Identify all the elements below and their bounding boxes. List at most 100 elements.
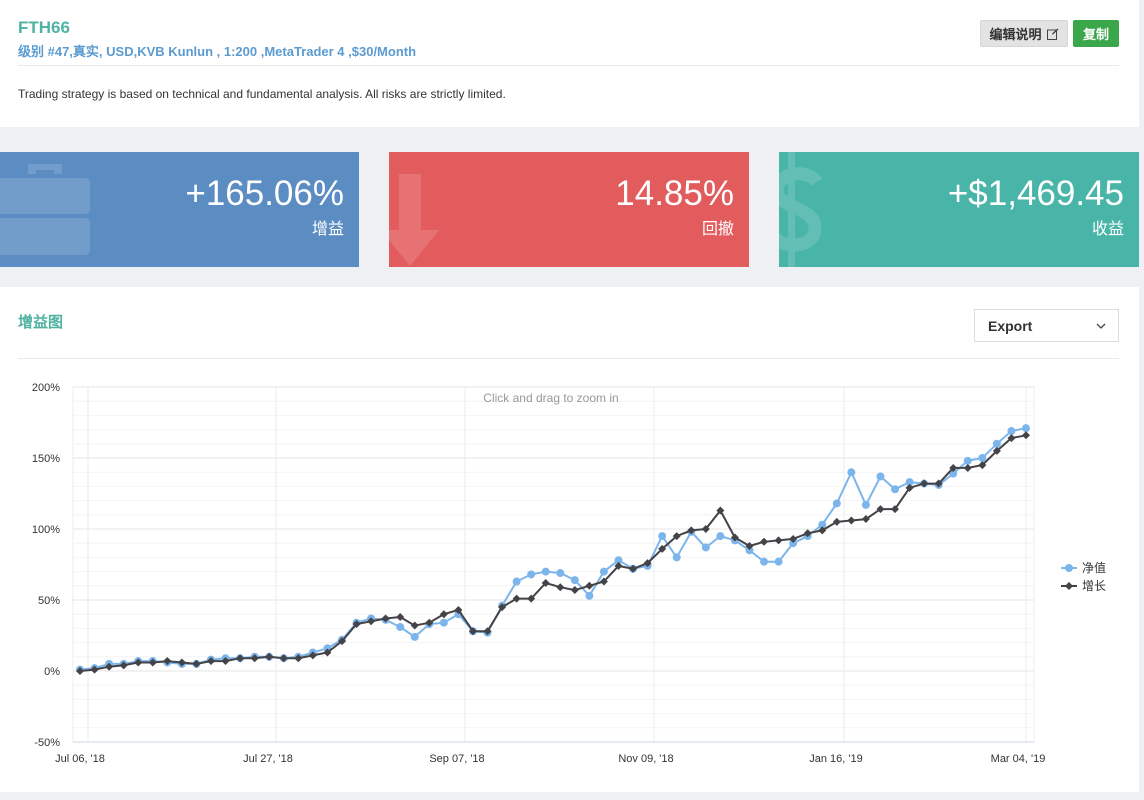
gain-value: +165.06%: [185, 174, 344, 213]
growth-data-point: [1007, 434, 1016, 443]
x-tick-label: Jul 06, '18: [55, 753, 105, 765]
legend-growth-label[interactable]: 增长: [1082, 579, 1106, 593]
growth-data-point: [483, 627, 492, 636]
growth-data-point: [512, 594, 521, 603]
profit-value: +$1,469.45: [947, 174, 1124, 213]
growth-data-point: [643, 559, 652, 568]
equity-data-point: [410, 632, 419, 641]
edit-description-button[interactable]: 编辑说明: [980, 20, 1068, 47]
growth-data-point: [760, 537, 769, 546]
x-tick-label: Mar 04, '19: [991, 753, 1046, 765]
growth-data-point: [236, 654, 245, 663]
plot-area: [72, 386, 1035, 743]
growth-data-point: [425, 618, 434, 627]
equity-data-point: [658, 532, 667, 541]
account-name: FTH66: [18, 18, 70, 37]
growth-data-point: [716, 506, 725, 515]
account-header: FTH66 级别 #47,真实, USD,KVB Kunlun , 1:200 …: [0, 0, 1139, 127]
chart-title: 增益图: [18, 314, 64, 331]
y-tick-label: 50%: [38, 595, 60, 607]
equity-data-point: [861, 500, 870, 509]
drawdown-card: 14.85% 回撤: [389, 152, 749, 267]
equity-data-point: [701, 543, 710, 552]
legend-equity-label[interactable]: 净值: [1082, 560, 1106, 575]
growth-data-point: [352, 620, 361, 629]
growth-data-point: [585, 581, 594, 590]
growth-data-point: [177, 658, 186, 667]
dollar-icon: [779, 152, 823, 267]
equity-data-point: [570, 576, 579, 585]
legend-equity-marker[interactable]: [1065, 564, 1073, 572]
growth-data-point: [105, 662, 114, 671]
growth-data-point: [847, 516, 856, 525]
growth-data-point: [832, 517, 841, 526]
legend-growth-marker[interactable]: [1065, 582, 1073, 590]
equity-data-point: [891, 485, 900, 494]
equity-data-point: [614, 556, 623, 565]
y-tick-label: 100%: [32, 524, 60, 536]
gain-chart[interactable]: 200% 150% 100% 50% 0% -50% Jul 06, '18 Jul 27, …: [0, 287, 1144, 792]
edit-description-label: 编辑说明: [989, 27, 1042, 42]
equity-data-point: [512, 577, 521, 586]
growth-data-point: [599, 577, 608, 586]
growth-data-point: [119, 661, 128, 670]
growth-data-point: [891, 505, 900, 514]
growth-data-point: [730, 533, 739, 542]
growth-data-point: [745, 542, 754, 551]
growth-data-point: [570, 586, 579, 595]
chevron-down-icon: [1096, 323, 1106, 329]
y-tick-label: 0%: [44, 666, 60, 678]
profit-card: +$1,469.45 收益: [779, 152, 1139, 267]
equity-data-point: [1007, 427, 1016, 436]
growth-data-point: [774, 536, 783, 545]
equity-data-point: [992, 439, 1001, 448]
briefcase-icon: [0, 164, 90, 255]
edit-icon: [1046, 28, 1058, 40]
growth-data-point: [541, 578, 550, 587]
gain-card: +165.06% 增益: [0, 152, 359, 267]
growth-data-point: [396, 613, 405, 622]
equity-data-point: [789, 539, 798, 548]
growth-data-point: [454, 605, 463, 614]
growth-data-point: [206, 657, 215, 666]
growth-data-point: [439, 610, 448, 619]
equity-data-point: [672, 553, 681, 562]
equity-data-point: [716, 532, 725, 541]
growth-data-point: [1022, 431, 1030, 440]
growth-data-point: [468, 627, 477, 636]
copy-button[interactable]: 复制: [1073, 20, 1119, 47]
growth-data-point: [134, 658, 143, 667]
growth-data-point: [76, 667, 84, 675]
growth-data-point: [920, 479, 929, 488]
equity-data-point: [396, 622, 405, 631]
growth-data-point: [803, 529, 812, 538]
growth-data-point: [876, 505, 885, 514]
export-dropdown[interactable]: Export: [974, 309, 1119, 342]
growth-data-point: [701, 525, 710, 533]
growth-data-point: [90, 665, 99, 674]
y-tick-label: 150%: [32, 453, 60, 465]
growth-data-point: [498, 603, 507, 612]
zoom-hint: Click and drag to zoom in: [483, 391, 618, 405]
equity-data-point: [949, 469, 958, 478]
growth-data-point: [934, 479, 943, 488]
equity-data-point: [439, 618, 448, 627]
growth-data-point: [992, 446, 1001, 455]
chart-divider: [18, 358, 1119, 359]
growth-data-point: [614, 561, 623, 570]
x-tick-label: Sep 07, '18: [429, 753, 484, 765]
growth-data-point: [163, 657, 172, 666]
growth-data-point: [658, 544, 667, 553]
x-tick-label: Jul 27, '18: [243, 753, 293, 765]
y-tick-label: 200%: [32, 382, 60, 394]
equity-data-point: [978, 454, 987, 462]
gain-label: 增益: [311, 221, 344, 238]
export-label: Export: [988, 317, 1033, 334]
growth-data-point: [818, 526, 827, 535]
drawdown-value: 14.85%: [615, 174, 734, 213]
growth-data-point: [250, 654, 259, 663]
growth-data-point: [672, 532, 681, 541]
growth-data-point: [629, 564, 638, 573]
growth-data-point: [687, 526, 696, 535]
equity-data-point: [760, 557, 769, 566]
